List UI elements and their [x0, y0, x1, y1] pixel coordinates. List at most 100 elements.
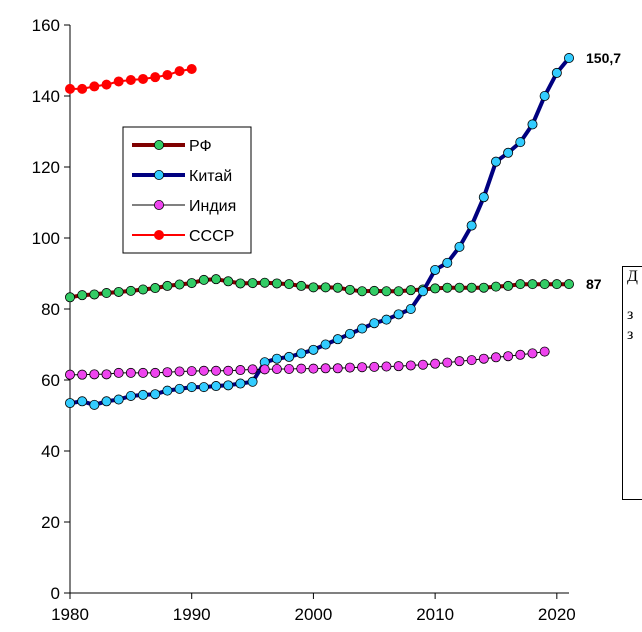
data-point — [186, 382, 197, 393]
data-point — [247, 278, 258, 289]
data-point — [162, 385, 173, 396]
series-3 — [65, 346, 550, 380]
note-box: Д з з — [622, 266, 642, 500]
data-point — [527, 348, 538, 359]
data-point — [417, 286, 428, 297]
data-point — [466, 355, 477, 366]
data-point — [332, 282, 343, 293]
data-point — [89, 289, 100, 300]
data-point — [259, 364, 270, 375]
legend-marker — [153, 229, 164, 240]
end-value-label: 150,7 — [586, 50, 621, 66]
data-point — [284, 363, 295, 374]
data-point — [478, 353, 489, 364]
data-point — [296, 348, 307, 359]
data-point — [369, 318, 380, 329]
data-point — [259, 277, 270, 288]
data-point — [113, 286, 124, 297]
data-point — [478, 192, 489, 203]
data-point — [162, 70, 173, 81]
series-1 — [65, 274, 575, 303]
data-point — [405, 303, 416, 314]
series-line — [70, 351, 545, 376]
data-point — [381, 361, 392, 372]
data-point — [442, 357, 453, 368]
chart-series — [65, 53, 575, 410]
data-point — [490, 281, 501, 292]
data-point — [77, 290, 88, 301]
y-tick-label: 0 — [51, 584, 60, 603]
data-point — [101, 396, 112, 407]
data-point — [125, 75, 136, 86]
legend-label: РФ — [189, 138, 212, 155]
y-tick-label: 120 — [32, 158, 60, 177]
data-point — [551, 67, 562, 78]
data-point — [198, 365, 209, 376]
data-point — [77, 83, 88, 94]
data-point — [454, 356, 465, 367]
data-point — [150, 367, 161, 378]
data-point — [417, 359, 428, 370]
data-point — [357, 362, 368, 373]
data-point — [320, 363, 331, 374]
data-point — [332, 363, 343, 374]
data-point — [65, 398, 76, 409]
series-2 — [65, 53, 575, 410]
data-point — [284, 279, 295, 290]
y-tick-label: 80 — [41, 300, 60, 319]
data-point — [65, 292, 76, 303]
legend-label: Индия — [189, 198, 236, 215]
data-point — [527, 279, 538, 290]
data-point — [211, 381, 222, 392]
data-point — [65, 369, 76, 380]
legend-marker — [153, 199, 164, 210]
data-point — [138, 73, 149, 84]
data-point — [235, 365, 246, 376]
legend-marker — [153, 139, 164, 150]
data-point — [186, 366, 197, 377]
y-tick-label: 60 — [41, 371, 60, 390]
data-point — [369, 361, 380, 372]
y-tick-label: 100 — [32, 229, 60, 248]
data-point — [89, 81, 100, 92]
data-point — [162, 367, 173, 378]
end-value-label: 87 — [586, 276, 602, 292]
data-point — [235, 278, 246, 289]
data-point — [430, 264, 441, 275]
data-point — [381, 286, 392, 297]
data-point — [539, 279, 550, 290]
data-point — [332, 334, 343, 345]
data-point — [223, 276, 234, 287]
x-tick-label: 1980 — [51, 605, 89, 624]
data-point — [344, 362, 355, 373]
data-point — [405, 360, 416, 371]
data-point — [89, 369, 100, 380]
data-point — [320, 282, 331, 293]
data-point — [235, 378, 246, 389]
data-point — [369, 285, 380, 296]
data-point — [138, 284, 149, 295]
data-point — [503, 351, 514, 362]
data-point — [515, 279, 526, 290]
data-point — [271, 278, 282, 289]
data-point — [344, 328, 355, 339]
data-point — [247, 364, 258, 375]
data-point — [174, 66, 185, 77]
data-point — [101, 369, 112, 380]
data-point — [174, 383, 185, 394]
data-point — [150, 72, 161, 83]
data-point — [308, 363, 319, 374]
data-point — [113, 394, 124, 405]
chart-annotations: 150,7 87 — [586, 50, 621, 292]
data-point — [186, 278, 197, 289]
data-point — [125, 285, 136, 296]
data-point — [284, 351, 295, 362]
data-point — [454, 241, 465, 252]
data-point — [320, 339, 331, 350]
data-point — [539, 91, 550, 102]
data-point — [223, 380, 234, 391]
data-point — [77, 369, 88, 380]
data-point — [101, 288, 112, 299]
data-point — [393, 286, 404, 297]
